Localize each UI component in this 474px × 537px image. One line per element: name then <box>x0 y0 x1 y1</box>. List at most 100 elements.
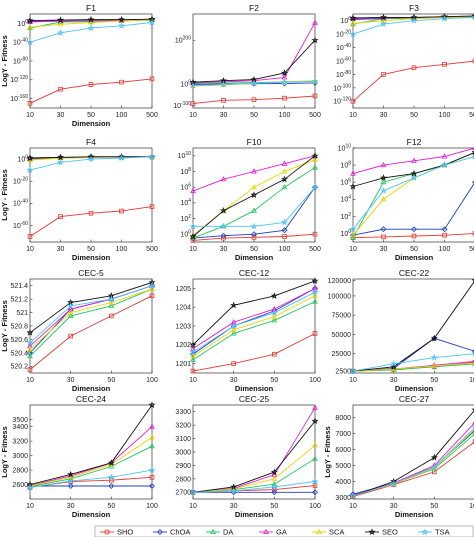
x-tick-label: 30 <box>67 503 75 510</box>
data-point-sho <box>472 231 474 236</box>
y-tick-label: 10-20 <box>13 177 28 186</box>
x-tick-label: 100 <box>469 503 474 510</box>
x-tick-label: 10 <box>189 377 197 384</box>
series-line-tsa <box>29 469 153 488</box>
y-tick-label: 520.4 <box>10 350 28 357</box>
series-line-ga <box>352 147 474 175</box>
data-point-seo <box>56 153 65 161</box>
x-tick-label: 50 <box>250 112 258 119</box>
y-tick-label: 3100 <box>175 436 191 443</box>
data-point-ga <box>190 187 196 194</box>
data-point-da <box>281 183 288 190</box>
data-point-sca <box>380 196 387 202</box>
y-tick-label: 2700 <box>175 490 191 497</box>
data-point-sho <box>442 62 447 67</box>
data-point-da <box>312 164 318 170</box>
data-point-tsa <box>471 426 474 431</box>
series-line-da <box>192 301 316 361</box>
y-tick-label: 2800 <box>175 476 191 483</box>
data-point-sho <box>58 214 63 219</box>
data-point-sca <box>350 231 356 238</box>
data-point-choa <box>27 349 33 356</box>
series-line-sho <box>352 60 474 102</box>
data-point-tsa <box>430 463 438 471</box>
data-point-seo <box>280 175 289 183</box>
data-point-tsa <box>440 14 449 22</box>
x-tick-label: 100 <box>469 377 474 384</box>
x-tick-label: 30 <box>57 112 65 119</box>
plot-area <box>352 278 474 374</box>
data-point-choa <box>281 227 288 234</box>
data-point-tsa <box>250 79 258 87</box>
y-tick-label: 3500 <box>12 417 28 424</box>
data-point-sca <box>108 299 115 305</box>
data-point-da <box>190 356 196 362</box>
y-tick-label: 102 <box>180 214 191 223</box>
chart-panel: F2 10200 100 10-100 10 30 50 100 500 <box>173 3 321 119</box>
y-tick-label: 3000 <box>175 449 191 456</box>
y-tick-label: 1203 <box>175 323 191 330</box>
data-point-sho <box>312 483 318 488</box>
x-axis-label: Dimension <box>235 253 274 262</box>
x-tick-label: 10 <box>26 377 34 384</box>
data-point-da <box>271 480 278 487</box>
y-tick-label: 10-80 <box>13 56 28 65</box>
data-point-tsa <box>26 483 34 491</box>
data-point-sca <box>431 362 438 369</box>
chart-panel: CEC-12 1201 1202 1203 1204 1205 10 30 50 100 Dimen… <box>175 268 321 393</box>
x-tick-label: 10 <box>349 503 357 510</box>
plot-area <box>29 13 153 109</box>
x-tick-label: 100 <box>279 112 291 119</box>
chart-panel: CEC-5 520.2 520.4 520.6 520.8 521 521.2 521.4 10… <box>0 268 158 393</box>
data-point-seo <box>471 151 474 156</box>
series-line-seo <box>352 410 474 497</box>
data-point-tsa <box>118 154 125 161</box>
data-point-tsa <box>440 161 449 169</box>
chart-panel: F12 1010 108 106 104 102 100 10 30 50 100 500 Dimens… <box>338 137 474 262</box>
data-point-tsa <box>219 80 228 88</box>
x-tick-label: 30 <box>390 503 398 510</box>
data-point-sho <box>312 231 318 237</box>
y-tick-label: 10-40 <box>13 199 28 208</box>
series-line-sca <box>192 444 316 493</box>
data-point-choa <box>271 489 278 496</box>
y-tick-label: 3400 <box>12 424 28 431</box>
y-axis-label: LogY - Fitness <box>0 426 9 478</box>
data-point-seo <box>67 470 75 478</box>
y-tick-label: 100 <box>180 79 191 88</box>
data-point-tsa <box>410 174 418 181</box>
y-tick-label: 10200 <box>175 36 191 45</box>
y-tick-label: 75000 <box>332 313 352 320</box>
data-point-sho <box>149 475 155 480</box>
plot-area <box>352 404 474 500</box>
legend-marker <box>210 528 216 534</box>
data-point-seo <box>56 16 65 24</box>
series-line-da <box>29 288 153 357</box>
x-tick-label: 10 <box>189 503 197 510</box>
series-line-tsa <box>29 156 153 171</box>
x-tick-label: 50 <box>270 503 278 510</box>
data-point-sho <box>312 93 318 99</box>
data-point-sca <box>312 292 318 298</box>
y-tick-label: 521.4 <box>10 283 28 290</box>
y-tick-label: 25000 <box>332 351 352 358</box>
y-tick-label: 1202 <box>175 342 191 349</box>
data-point-tsa <box>67 302 75 309</box>
data-point-seo <box>189 341 197 348</box>
data-point-tsa <box>107 473 115 481</box>
data-point-tsa <box>311 183 319 191</box>
data-point-tsa <box>107 295 115 303</box>
series-line-tsa <box>193 186 316 227</box>
series-line-tsa <box>352 156 474 230</box>
data-point-seo <box>380 13 387 21</box>
data-point-tsa <box>471 155 474 160</box>
data-point-sca <box>57 21 64 27</box>
data-point-da <box>108 302 115 308</box>
y-tick-label: 10-120 <box>10 75 28 84</box>
data-point-tsa <box>87 155 95 163</box>
y-tick-label: 10-60 <box>336 56 351 65</box>
x-tick-label: 100 <box>279 246 291 253</box>
data-point-sho <box>190 368 196 374</box>
y-tick-label: 100 <box>17 19 28 28</box>
y-tick-label: 3200 <box>175 423 191 430</box>
